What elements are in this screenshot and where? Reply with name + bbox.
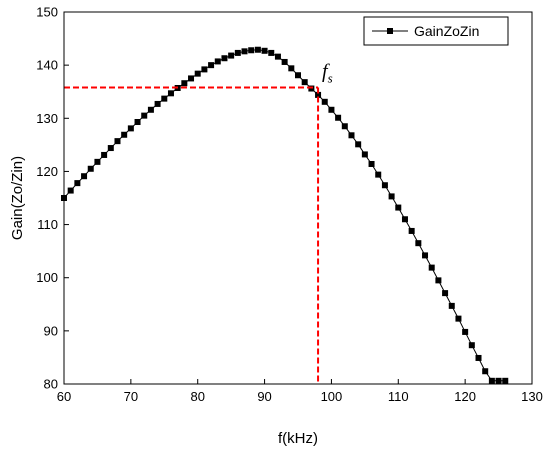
fs-subscript: s [328,70,333,85]
data-point [341,123,348,130]
data-point [127,125,134,132]
data-point [288,65,295,72]
data-point [107,145,114,152]
y-tick-label: 120 [36,164,58,179]
y-tick-label: 100 [36,270,58,285]
x-tick-label: 80 [190,389,204,404]
data-point [74,180,81,187]
data-point [261,47,268,54]
plot-frame [63,11,533,385]
y-tick-label: 150 [36,5,58,20]
data-point [462,328,469,335]
x-tick-label: 110 [388,389,409,404]
y-tick-label: 80 [44,377,58,392]
data-point [301,79,308,86]
data-point [274,53,281,60]
data-point [114,138,121,145]
data-point [295,72,301,79]
fs-main-letter: f [322,60,330,82]
fs-annotation-label: fs [322,60,333,85]
data-point [315,91,322,98]
data-point [188,75,195,82]
data-point [361,151,368,158]
data-point [428,264,435,271]
data-point [228,52,235,59]
data-point [141,112,148,119]
data-point [67,187,74,194]
plot-area [64,12,532,384]
annotation-layer: fs [64,60,333,384]
x-axis-title: f(kHz) [278,430,318,447]
data-point [81,173,88,180]
legend-label: GainZoZin [414,23,479,39]
data-point [468,342,475,349]
data-point [422,252,429,259]
data-point [488,377,495,384]
data-point [308,85,315,92]
data-point [455,315,462,322]
x-tick-label: 60 [57,389,71,404]
data-point [194,70,201,77]
data-point [214,58,221,65]
data-point [328,106,335,113]
y-tick-label: 90 [44,323,58,338]
data-point [401,216,408,223]
data-point [167,90,174,97]
data-point [388,193,395,200]
data-point [208,62,215,69]
data-point [375,171,382,178]
x-tick-label: 130 [521,389,543,404]
data-point [395,204,402,211]
data-point [121,131,128,138]
legend-marker [387,28,393,34]
y-axis-title: Gain(Zo/Zin) [9,156,26,240]
series-layer [61,46,509,384]
data-point [241,48,248,55]
data-point [221,55,228,62]
data-point [368,160,375,167]
data-point [335,114,342,121]
data-point [482,368,489,375]
data-point [234,49,241,56]
data-point [495,377,502,384]
data-point [475,354,482,361]
x-tick-label: 90 [257,389,271,404]
data-point [281,58,288,65]
y-tick-label: 140 [36,58,58,73]
x-tick-label: 120 [454,389,476,404]
data-point [254,46,261,53]
data-point [381,182,388,189]
data-point [348,132,355,139]
data-point [408,227,415,234]
data-point [435,277,442,284]
data-point [181,80,188,87]
axis-layer: 60 70 80 90 100 110 120 130 80 90 100 110 120 130 140 1… [36,5,543,405]
y-tick-label: 110 [37,217,58,232]
x-tick-label: 100 [321,389,343,404]
data-point [154,100,161,107]
data-point [355,141,362,148]
x-tick-label: 70 [124,389,138,404]
data-point [94,158,101,165]
data-point [201,66,208,73]
data-point [321,98,328,105]
data-point [448,302,455,309]
data-point [502,377,509,384]
data-point [87,165,94,172]
data-point [268,49,275,56]
data-point [161,95,168,102]
data-point [134,119,141,126]
data-point [248,47,255,54]
data-point [415,240,422,247]
data-point [442,290,449,297]
data-point [147,106,154,113]
data-point [101,151,108,158]
legend: GainZoZin [363,16,509,46]
y-tick-label: 130 [36,111,58,126]
